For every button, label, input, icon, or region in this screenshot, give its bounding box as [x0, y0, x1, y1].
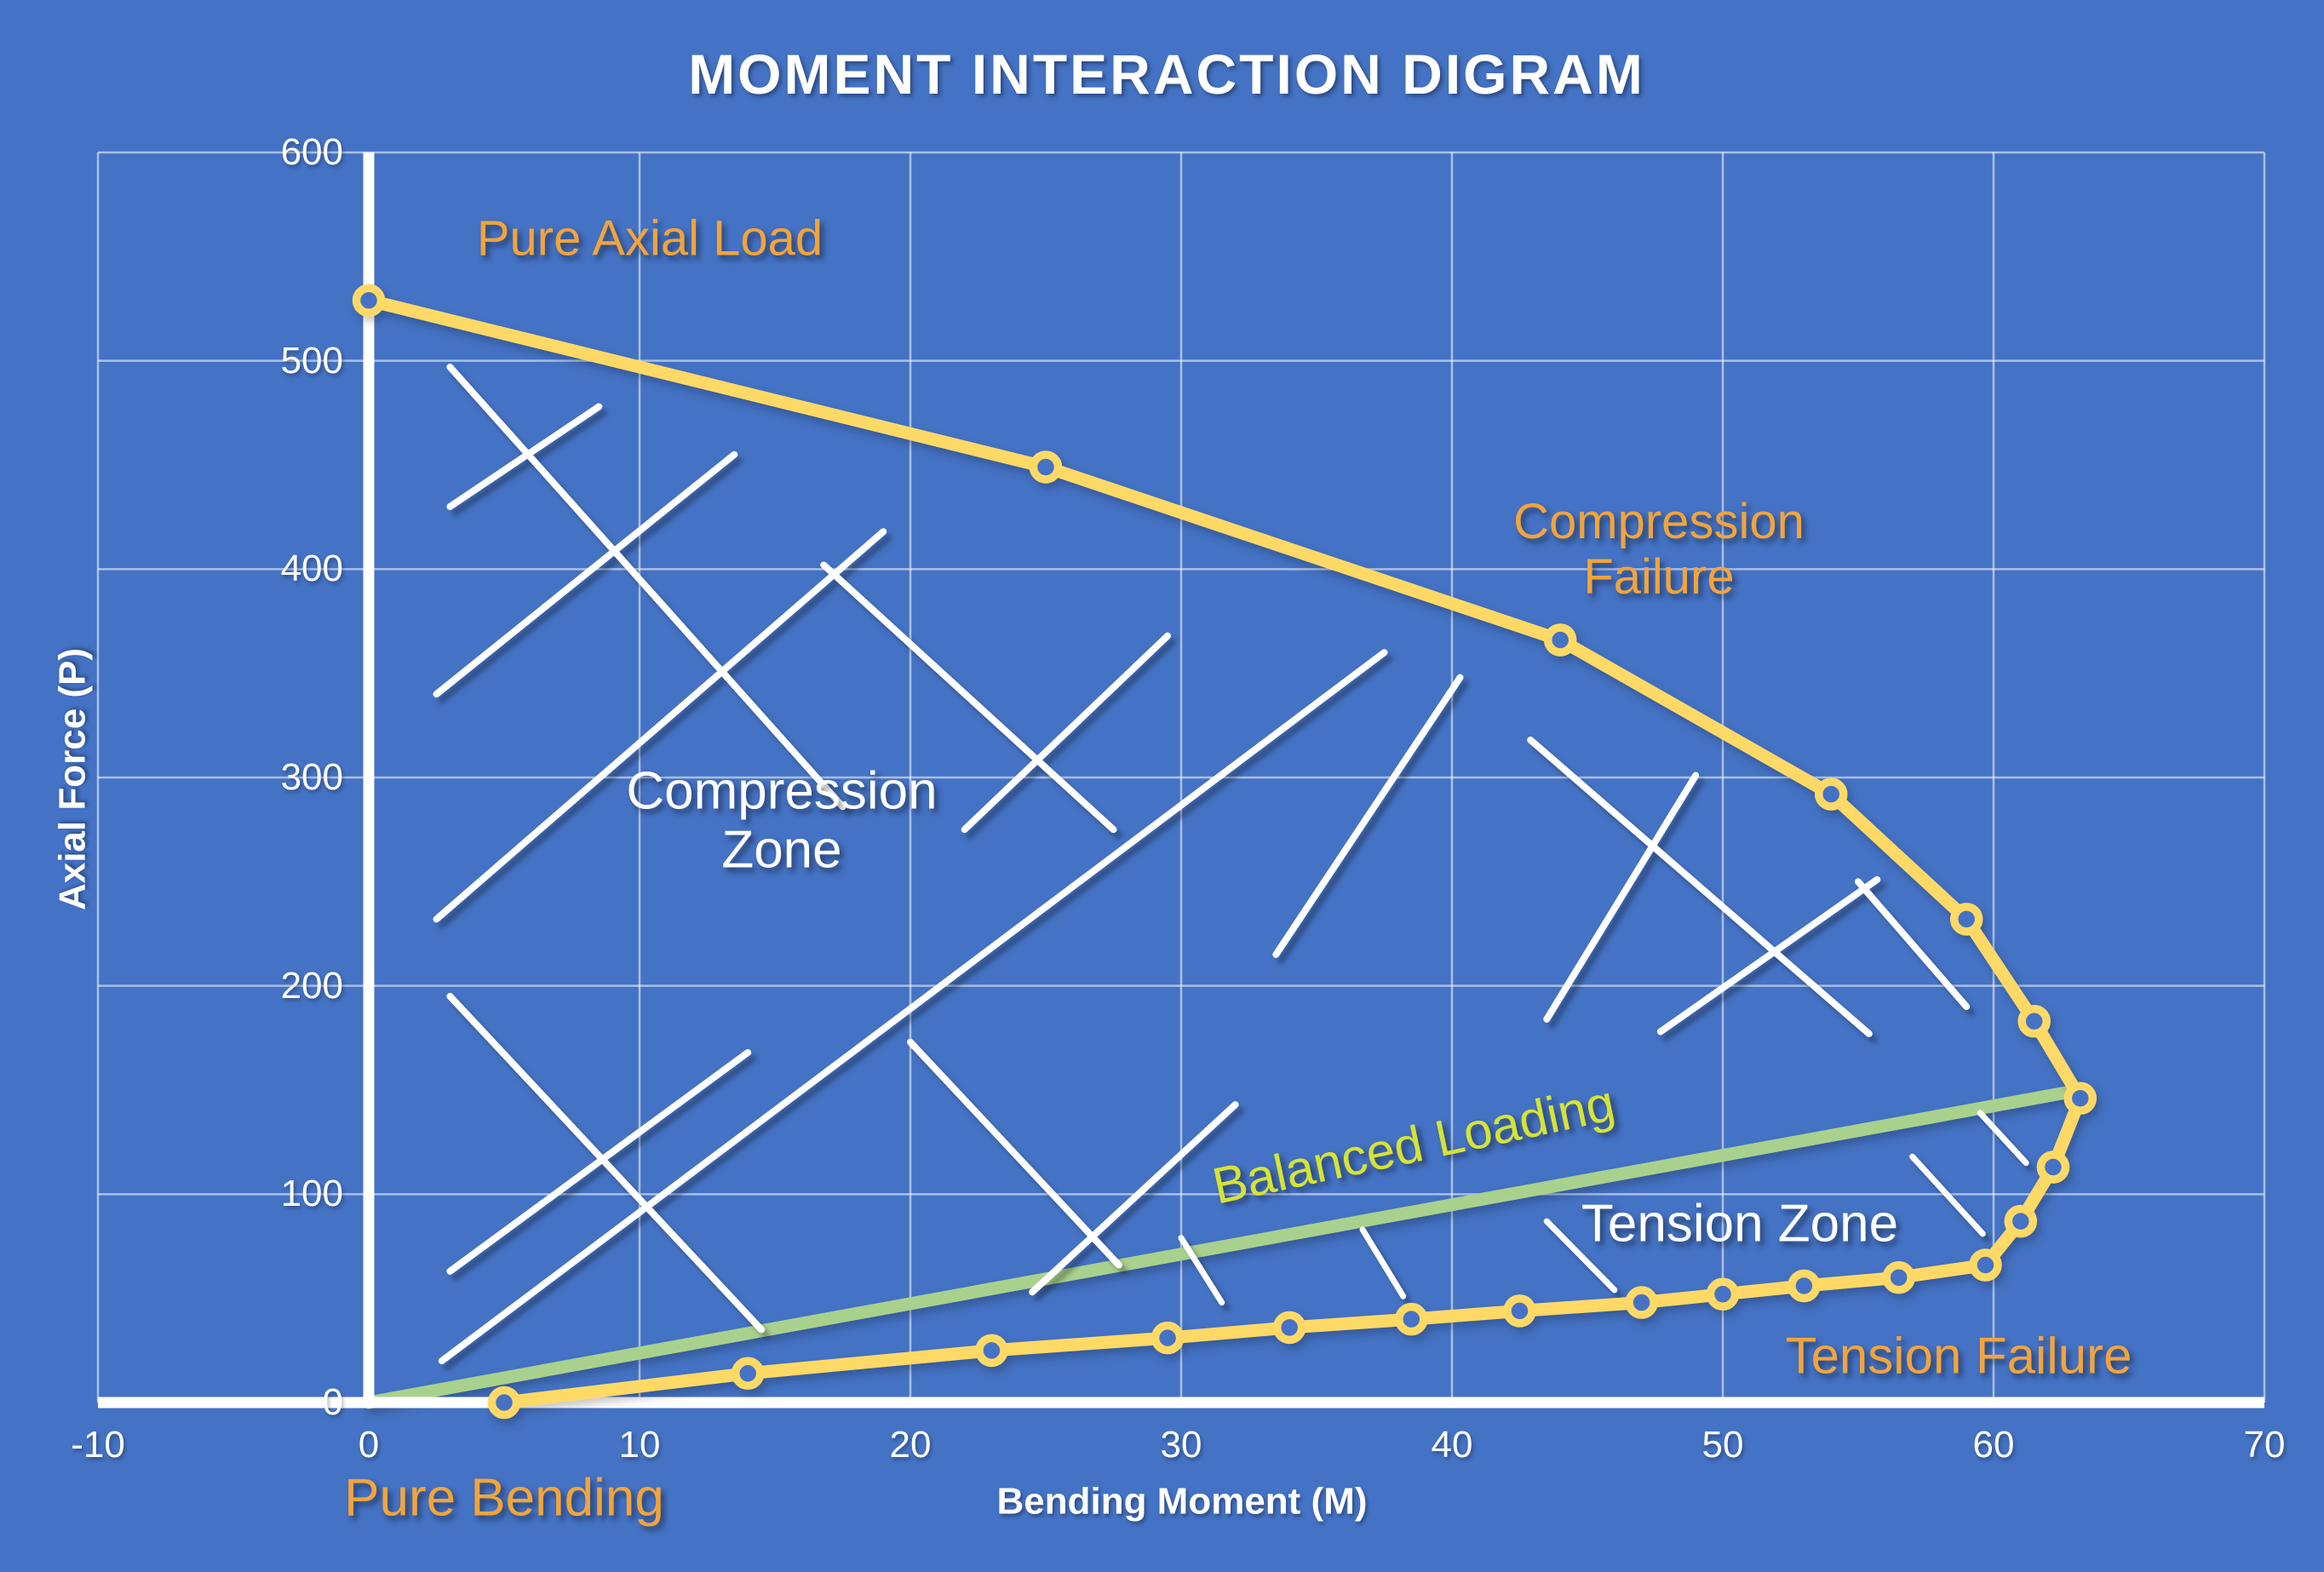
compression-hatch-11 — [1272, 674, 1464, 958]
tension-hatch-2 — [1543, 1218, 1618, 1294]
curve-marker-18 — [975, 1334, 1008, 1368]
compression-hatch-15 — [1855, 878, 1971, 1011]
curve-marker-0 — [352, 284, 386, 317]
tension-hatch-0 — [1178, 1235, 1225, 1306]
curve-marker-1 — [1029, 450, 1063, 484]
compression-hatch-12 — [1527, 736, 1873, 1037]
compression-hatch-6 — [438, 649, 1388, 1365]
axis-lines — [98, 152, 2264, 1408]
curve-marker-7 — [2036, 1150, 2070, 1184]
compression-hatch-13 — [1543, 772, 1700, 1023]
curve-marker-9 — [1969, 1248, 2002, 1282]
tension-hatch-4 — [1977, 1110, 2029, 1167]
curve-marker-19 — [731, 1357, 765, 1390]
curve-marker-16 — [1272, 1311, 1306, 1345]
hatch-marks — [433, 364, 2029, 1365]
curve-marker-17 — [1151, 1321, 1185, 1355]
curve-marker-12 — [1706, 1277, 1740, 1311]
compression-hatch-9 — [907, 1038, 1122, 1269]
tension-hatch-1 — [1359, 1226, 1407, 1299]
balanced-loading-segment — [362, 1083, 2087, 1409]
curve-marker-11 — [1787, 1269, 1821, 1303]
tension-hatch-3 — [1909, 1153, 1986, 1237]
curve-marker-10 — [1882, 1260, 1915, 1294]
curve-marker-13 — [1625, 1286, 1658, 1319]
compression-hatch-8 — [961, 632, 1172, 834]
curve-marker-3 — [1814, 777, 1848, 811]
curve-marker-6 — [2063, 1081, 2097, 1116]
curve-marker-5 — [2017, 1005, 2051, 1038]
compression-hatch-3 — [433, 528, 887, 923]
compression-hatch-5 — [446, 1048, 752, 1275]
compression-hatch-7 — [820, 561, 1117, 834]
compression-hatch-2 — [433, 450, 738, 698]
curve-marker-14 — [1503, 1294, 1536, 1328]
curve-marker-4 — [1949, 903, 1983, 936]
balanced-loading-line — [362, 1083, 2087, 1409]
curve-marker-15 — [1395, 1302, 1428, 1336]
compression-hatch-10 — [1029, 1101, 1239, 1296]
interaction-curve — [352, 284, 2097, 1420]
compression-hatch-0 — [446, 364, 846, 811]
compression-hatch-14 — [1656, 875, 1881, 1036]
curve-marker-20 — [487, 1386, 521, 1420]
compression-hatch-1 — [446, 403, 603, 510]
curve-marker-2 — [1543, 623, 1577, 657]
compression-hatch-4 — [446, 992, 766, 1334]
curve-marker-8 — [2004, 1204, 2038, 1238]
